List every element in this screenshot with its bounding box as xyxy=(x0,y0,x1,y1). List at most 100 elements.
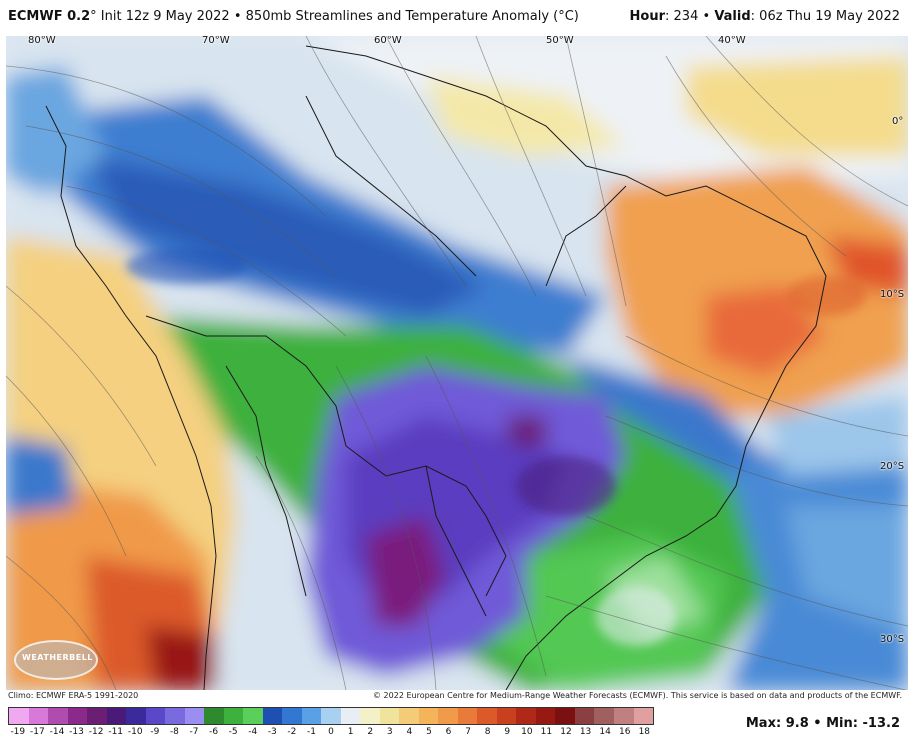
colorbar-swatch xyxy=(145,708,166,724)
forecast-time: Hour: 234 • Valid: 06z Thu 19 May 2022 xyxy=(629,9,900,24)
max-label: Max xyxy=(745,716,776,731)
max-value: 9.8 xyxy=(785,716,809,731)
init-time: Init 12z 9 May 2022 xyxy=(100,9,230,24)
colorbar-swatch xyxy=(262,708,283,724)
colorbar-tick-label: -1 xyxy=(306,727,316,737)
colorbar-swatch xyxy=(438,708,458,724)
stats-separator: • xyxy=(813,716,822,731)
colorbar-swatch xyxy=(301,708,322,724)
colorbar-swatch xyxy=(574,708,595,724)
colorbar-tick-label: -14 xyxy=(49,727,65,737)
hour-label: Hour xyxy=(629,9,666,24)
colorbar-swatch xyxy=(87,708,107,724)
lon-label-50w: 50°W xyxy=(546,36,574,46)
colorbar-tick-label: -7 xyxy=(189,727,199,737)
colorbar-swatch xyxy=(399,708,419,724)
valid-value: 06z Thu 19 May 2022 xyxy=(759,9,900,24)
colorbar-tick-label: 11 xyxy=(540,727,553,737)
colorbar-tick-label: 8 xyxy=(484,727,491,737)
colorbar-swatch xyxy=(613,708,634,724)
weatherbell-logo: WEATHERBELL xyxy=(14,640,98,680)
colorbar-swatch xyxy=(204,708,224,724)
colorbar-tick-label: -9 xyxy=(150,727,160,737)
colorbar-tick-label: -19 xyxy=(10,727,26,737)
valid-label: Valid xyxy=(714,9,751,24)
colorbar-tick-label: -10 xyxy=(127,727,143,737)
lat-label-0: 0° xyxy=(892,116,904,127)
colorbar-swatch xyxy=(477,708,497,724)
colorbar-tick-label: -17 xyxy=(30,727,45,737)
colorbar-tick-label: 4 xyxy=(406,727,413,737)
product-name: 850mb Streamlines and Temperature Anomal… xyxy=(245,9,579,24)
lat-label-10s: 10°S xyxy=(880,289,905,300)
colorbar-tick-label: 2 xyxy=(367,727,374,737)
colorbar-tick-label: 5 xyxy=(426,727,432,737)
colorbar-tick-label: 3 xyxy=(386,727,393,737)
colorbar-tick-label: 9 xyxy=(504,727,511,737)
colorbar-swatch xyxy=(165,708,185,724)
colorbar-swatch xyxy=(418,708,439,724)
min-label: Min xyxy=(826,716,853,731)
logo-text: WEATHERBELL xyxy=(22,653,93,662)
lon-label-40w: 40°W xyxy=(718,36,746,46)
lon-label-80w: 80°W xyxy=(28,36,56,46)
hour-value: 234 xyxy=(673,9,699,24)
lon-label-60w: 60°W xyxy=(374,36,402,46)
colorbar xyxy=(8,707,654,725)
colorbar-swatch xyxy=(360,708,380,724)
temperature-anomaly-map: 80°W 70°W 60°W 50°W 40°W 0° 10°S 20°S 30… xyxy=(6,36,908,690)
colorbar-swatch xyxy=(535,708,556,724)
colorbar-swatch xyxy=(184,708,205,724)
streamlines xyxy=(6,36,908,690)
lon-label-70w: 70°W xyxy=(202,36,230,46)
colorbar-swatch xyxy=(321,708,341,724)
colorbar-swatch xyxy=(223,708,244,724)
climo-note: Climo: ECMWF ERA-5 1991-2020 xyxy=(8,691,139,700)
colorbar-tick-label: 7 xyxy=(465,727,471,737)
colorbar-swatch xyxy=(126,708,146,724)
borders xyxy=(45,45,827,690)
title-bullet: • xyxy=(233,9,242,24)
min-value: -13.2 xyxy=(862,716,900,731)
colorbar-tick-label: -3 xyxy=(267,727,277,737)
colorbar-tick-label: -2 xyxy=(287,727,297,737)
map-canvas xyxy=(6,36,908,690)
colorbar-swatch xyxy=(28,708,49,724)
map-header: ECMWF 0.2° Init 12z 9 May 2022 • 850mb S… xyxy=(0,0,914,36)
colorbar-tick-label: 1 xyxy=(347,727,354,737)
lat-label-30s: 30°S xyxy=(880,634,905,645)
copyright-note: © 2022 European Centre for Medium-Range … xyxy=(373,691,902,700)
colorbar-tick-label: 18 xyxy=(638,727,651,737)
colorbar-tick-label: -13 xyxy=(69,727,84,737)
colorbar-tick-label: 14 xyxy=(599,727,611,737)
colorbar-tick-label: -11 xyxy=(108,727,124,737)
max-min-readout: Max: 9.8 • Min: -13.2 xyxy=(745,716,900,731)
colorbar-tick-label: -12 xyxy=(88,727,104,737)
time-bullet: • xyxy=(702,9,711,24)
colorbar-tick-label: -4 xyxy=(248,727,258,737)
colorbar-tick-label: -6 xyxy=(209,727,219,737)
colorbar-swatch xyxy=(457,708,478,724)
anomaly-texture xyxy=(126,248,866,646)
colorbar-tick-label: 12 xyxy=(560,727,572,737)
colorbar-tick-label: 0 xyxy=(328,727,334,737)
colorbar-tick-label: -5 xyxy=(228,727,238,737)
colorbar-swatch xyxy=(48,708,68,724)
colorbar-swatch xyxy=(379,708,400,724)
colorbar-tick-label: 16 xyxy=(618,727,631,737)
anomaly-field xyxy=(6,36,908,690)
colorbar-swatch xyxy=(243,708,263,724)
colorbar-swatch xyxy=(496,708,517,724)
colorbar-swatch xyxy=(555,708,575,724)
colorbar-tick-label: -8 xyxy=(169,727,179,737)
colorbar-swatch xyxy=(633,708,654,724)
lat-label-20s: 20°S xyxy=(880,461,905,472)
colorbar-swatch xyxy=(106,708,127,724)
colorbar-swatch xyxy=(282,708,302,724)
colorbar-swatch xyxy=(594,708,614,724)
colorbar-tick-label: 10 xyxy=(521,727,533,737)
degree-sign: ° xyxy=(90,9,97,24)
map-title: ECMWF 0.2° Init 12z 9 May 2022 • 850mb S… xyxy=(8,9,579,24)
colorbar-tick-label: 13 xyxy=(579,727,592,737)
colorbar-labels: -19 -17 -14 -13 -12 -11 -10 -9 -8 -7 -6 -5 -4 -3 -2 -1 0… xyxy=(8,727,654,741)
